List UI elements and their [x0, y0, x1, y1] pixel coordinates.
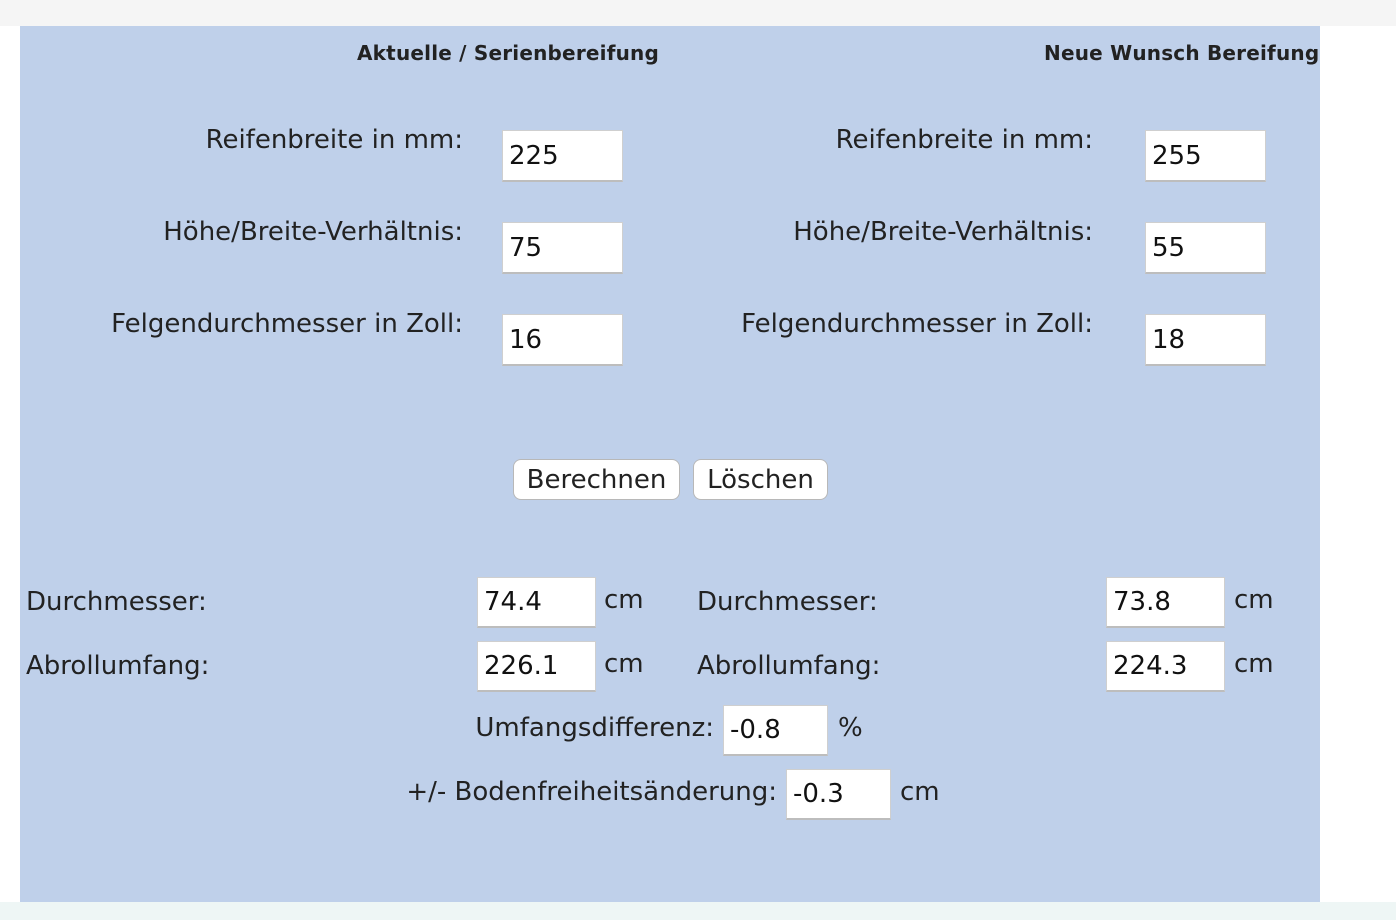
new-circumference-output[interactable] [1106, 641, 1225, 692]
new-circumference-label: Abrollumfang: [697, 651, 881, 681]
tire-calculator-panel: Aktuelle / Serienbereifung Neue Wunsch B… [20, 26, 1320, 902]
current-diameter-output[interactable] [477, 577, 596, 628]
new-ratio-input[interactable] [1145, 222, 1266, 274]
current-rim-label: Felgendurchmesser in Zoll: [111, 309, 463, 339]
current-circumference-unit: cm [604, 649, 644, 679]
new-diameter-unit: cm [1234, 585, 1274, 615]
browser-top-strip [0, 0, 1396, 26]
current-tires-heading: Aktuelle / Serienbereifung [357, 41, 659, 65]
ground-clearance-label: +/- Bodenfreiheitsänderung: [406, 777, 777, 807]
circumference-difference-label: Umfangsdifferenz: [475, 713, 714, 743]
clear-button[interactable]: Löschen [693, 459, 828, 500]
current-ratio-input[interactable] [502, 222, 623, 274]
new-rim-label: Felgendurchmesser in Zoll: [741, 309, 1093, 339]
current-width-input[interactable] [502, 130, 623, 182]
new-diameter-label: Durchmesser: [697, 587, 878, 617]
current-circumference-output[interactable] [477, 641, 596, 692]
browser-bottom-strip [0, 902, 1396, 920]
ground-clearance-output[interactable] [786, 769, 891, 820]
ground-clearance-unit: cm [900, 777, 940, 807]
current-ratio-label: Höhe/Breite-Verhältnis: [163, 217, 463, 247]
calculate-button[interactable]: Berechnen [513, 459, 680, 500]
new-ratio-label: Höhe/Breite-Verhältnis: [793, 217, 1093, 247]
new-tires-heading: Neue Wunsch Bereifung [1044, 41, 1320, 65]
current-rim-input[interactable] [502, 314, 623, 366]
circumference-difference-unit: % [838, 713, 863, 743]
current-width-label: Reifenbreite in mm: [205, 125, 463, 155]
new-rim-input[interactable] [1145, 314, 1266, 366]
new-diameter-output[interactable] [1106, 577, 1225, 628]
circumference-difference-output[interactable] [723, 705, 828, 756]
current-diameter-label: Durchmesser: [26, 587, 207, 617]
new-circumference-unit: cm [1234, 649, 1274, 679]
new-width-input[interactable] [1145, 130, 1266, 182]
current-circumference-label: Abrollumfang: [26, 651, 210, 681]
current-diameter-unit: cm [604, 585, 644, 615]
new-width-label: Reifenbreite in mm: [835, 125, 1093, 155]
